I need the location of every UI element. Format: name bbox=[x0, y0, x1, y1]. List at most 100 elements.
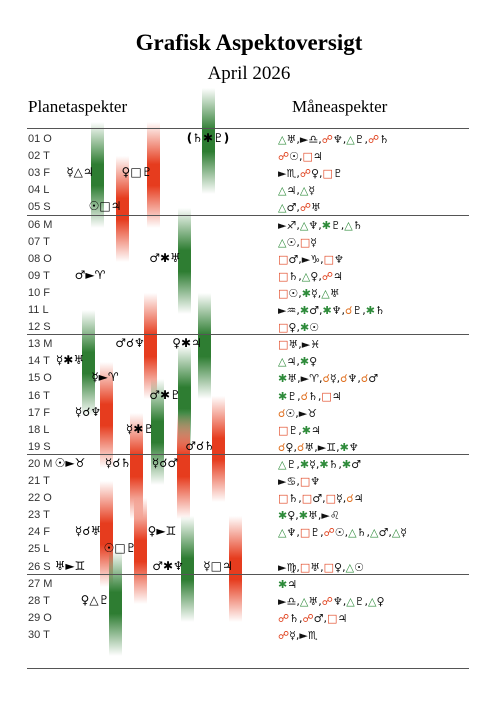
planet-aspect: ♂☌♄ bbox=[185, 438, 215, 453]
moon-aspects: △♇,✱☿,✱♄,✱♂ bbox=[278, 457, 362, 471]
planet-aspect: (♄✱♇) bbox=[186, 131, 230, 145]
moon-aspects: ☍☿,►♏ bbox=[278, 628, 318, 642]
day-label: 01 O bbox=[28, 133, 52, 145]
moon-aspects: ☍☉,□♃ bbox=[278, 150, 323, 164]
planet-aspect: ♀△♇ bbox=[80, 592, 110, 607]
day-label: 22 O bbox=[28, 492, 52, 505]
moon-aspects: ✱♇,☌♄,□♃ bbox=[278, 389, 342, 403]
planet-aspect: ♅►♊ bbox=[54, 558, 86, 573]
day-label: 15 O bbox=[28, 372, 52, 385]
aspect-bar bbox=[147, 122, 160, 229]
planet-aspect: ☿✱♇ bbox=[125, 421, 155, 436]
day-label: 21 T bbox=[28, 475, 50, 487]
moon-aspects: □♀,✱☉ bbox=[278, 321, 320, 335]
right-heading: Måneaspekter bbox=[292, 97, 388, 116]
moon-aspects: ✱♃ bbox=[278, 577, 298, 591]
planet-aspect: ♂►♈ bbox=[74, 267, 106, 282]
bottom-rule bbox=[27, 668, 469, 669]
separator bbox=[27, 453, 469, 455]
aspect-bar bbox=[177, 412, 190, 519]
aspect-bar bbox=[229, 515, 242, 622]
aspect-bar bbox=[116, 156, 129, 263]
day-label: 05 S bbox=[28, 201, 51, 214]
moon-aspects: □☉,✱☿,△♅ bbox=[278, 286, 340, 300]
day-label: 03 F bbox=[28, 167, 51, 180]
day-label: 29 O bbox=[28, 611, 52, 624]
day-label: 19 S bbox=[28, 440, 51, 453]
day-label: 16 T bbox=[28, 389, 50, 402]
moon-aspects: □♅,►♓ bbox=[278, 338, 321, 352]
left-heading: Planetaspekter bbox=[28, 97, 128, 116]
moon-aspects: ✱♅,►♈,☌☿,☌♆,☌♂ bbox=[278, 372, 379, 386]
moon-aspects: ☍♄,☍♂,□♃ bbox=[278, 611, 348, 625]
day-label: 20 M bbox=[28, 457, 53, 470]
planet-aspect: ☿☌♂ bbox=[151, 455, 179, 470]
day-label: 07 T bbox=[28, 235, 50, 248]
separator bbox=[27, 573, 469, 575]
day-label: 24 F bbox=[28, 526, 51, 539]
planet-aspect: ♂☌♆ bbox=[115, 336, 145, 351]
day-label: 12 S bbox=[28, 321, 51, 334]
moon-aspects: □♄,△♀,☍♃ bbox=[278, 269, 343, 283]
planet-aspect: ☿✱♅ bbox=[55, 353, 85, 368]
planet-aspect: ♂✱♇ bbox=[149, 387, 181, 402]
moon-aspects: ☌♀,☌♅,►♊,✱♆ bbox=[278, 440, 359, 454]
planet-aspect: ☉►♉ bbox=[54, 455, 86, 470]
day-label: 14 T bbox=[28, 355, 50, 368]
moon-aspects: ☌☉,►♉ bbox=[278, 406, 318, 420]
planet-aspect: ☿☌♄ bbox=[104, 455, 132, 470]
day-label: 18 L bbox=[28, 423, 50, 436]
aspect-bar bbox=[178, 207, 191, 314]
planet-aspect: ♂✱♅ bbox=[149, 250, 181, 265]
subtitle: April 2026 bbox=[207, 63, 291, 84]
day-label: 10 F bbox=[28, 286, 51, 299]
aspect-bar bbox=[198, 293, 211, 400]
day-label: 13 M bbox=[28, 338, 53, 351]
moon-aspects: □♇,✱♃ bbox=[278, 423, 321, 437]
moon-aspects: △♅,►♎,☍♆,△♇,☍♄ bbox=[278, 133, 390, 146]
day-label: 09 T bbox=[28, 269, 50, 282]
day-label: 11 L bbox=[28, 304, 49, 316]
day-label: 23 T bbox=[28, 509, 50, 522]
day-label: 28 T bbox=[28, 594, 50, 607]
aspect-bar bbox=[134, 498, 147, 605]
aspect-bar bbox=[109, 549, 122, 656]
moon-aspects: ►♍,□♅,□♀,△☉ bbox=[278, 560, 364, 574]
aspect-bar bbox=[151, 378, 164, 485]
aspect-bar bbox=[130, 412, 143, 519]
day-label: 25 L bbox=[28, 543, 50, 556]
moon-aspects: △♃,✱♀ bbox=[278, 355, 318, 369]
day-label: 08 O bbox=[28, 252, 52, 265]
moon-aspects: □♄,□♂,□☿,☌♃ bbox=[278, 492, 364, 506]
aspect-bar bbox=[82, 310, 95, 417]
moon-aspects: △♃,△☿ bbox=[278, 184, 316, 198]
planet-aspect: ♂✱♆ bbox=[152, 558, 184, 573]
day-label: 04 L bbox=[28, 184, 50, 197]
moon-aspects: △♂,☍♅ bbox=[278, 201, 321, 215]
planet-aspect: ☿☌♅ bbox=[74, 524, 102, 539]
aspect-bar bbox=[202, 88, 215, 194]
moon-aspects: ►♋,□♆ bbox=[278, 475, 321, 488]
day-label: 17 F bbox=[28, 406, 51, 419]
planet-aspect: ♀►♊ bbox=[147, 524, 177, 539]
top-rule bbox=[27, 128, 469, 129]
planet-aspect: ♀✱♃ bbox=[172, 336, 202, 351]
planet-aspect: ☿□♃ bbox=[203, 558, 233, 573]
planet-aspect: ☿△♃ bbox=[66, 165, 94, 180]
planet-aspect: ☿☌♆ bbox=[74, 404, 102, 419]
aspect-bar bbox=[144, 293, 157, 400]
aspect-bar bbox=[181, 515, 194, 622]
planet-aspect: ☿►♈ bbox=[91, 370, 119, 385]
planet-aspect: ♀□♇ bbox=[121, 165, 153, 180]
moon-aspects: ►♐,△♆,✱♇,△♄ bbox=[278, 218, 363, 232]
separator bbox=[27, 214, 469, 216]
planet-aspect: ☉□♃ bbox=[88, 199, 122, 214]
aspect-bar bbox=[91, 122, 104, 229]
moon-aspects: △♆,□♇,☍☉,△♄,△♂,△☿ bbox=[278, 526, 408, 540]
day-label: 02 T bbox=[28, 150, 50, 163]
aspect-bar bbox=[212, 395, 225, 502]
day-label: 27 M bbox=[28, 577, 53, 590]
moon-aspects: ►♎,△♅,☍♆,△♇,△♀ bbox=[278, 594, 385, 608]
moon-aspects: ✱♀,✱♅,►♌ bbox=[278, 509, 340, 523]
